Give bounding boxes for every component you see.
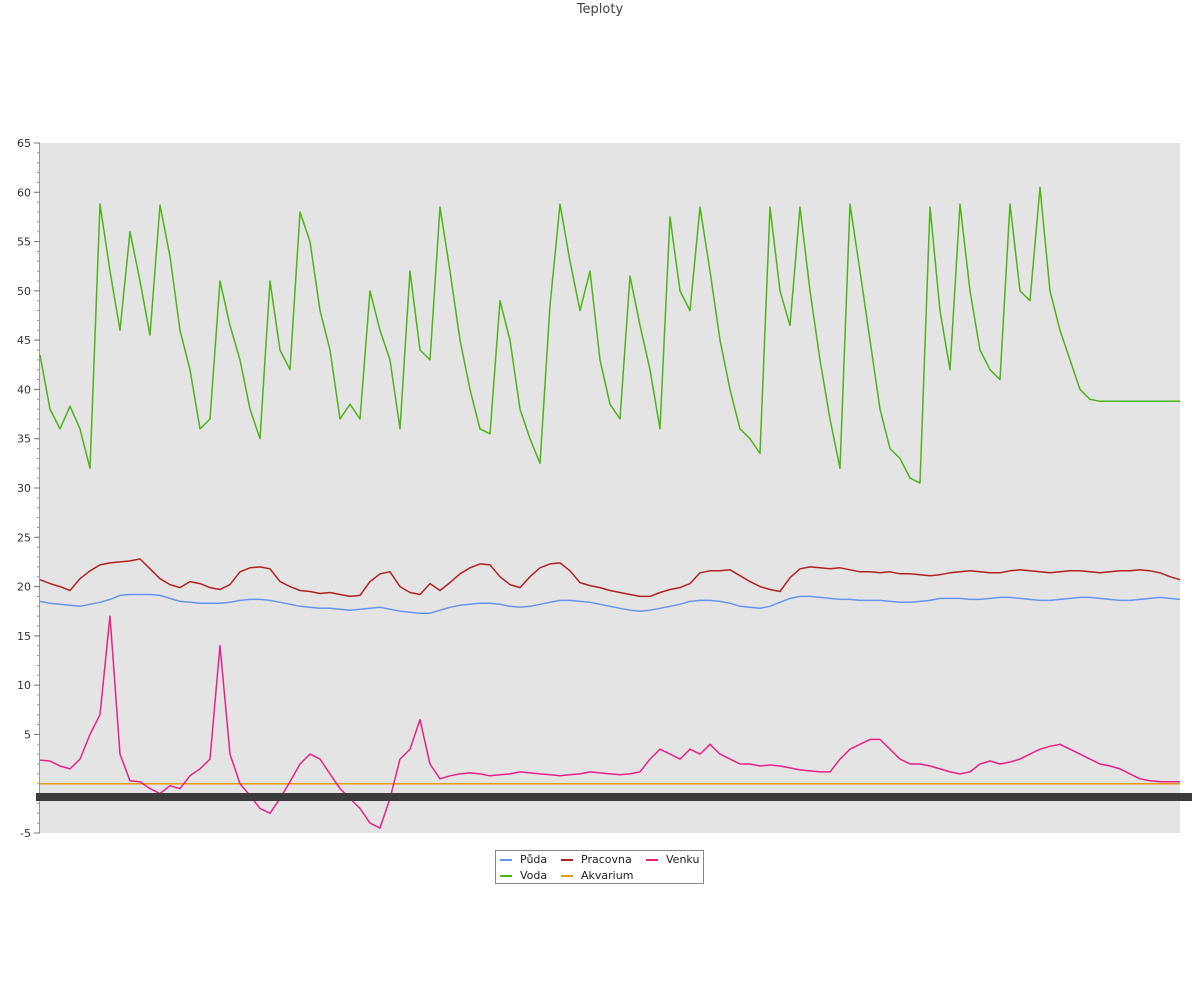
y-tick-label: 20 [17,581,31,594]
y-tick-label: 30 [17,482,31,495]
legend-swatch-akvarium [561,874,573,877]
y-tick-label: 35 [17,433,31,446]
legend-item-puda: Půda [500,853,547,866]
legend-swatch-voda [500,874,512,877]
legend-item-venku: Venku [646,853,699,866]
y-tick-label: 60 [17,186,31,199]
legend-label-pracovna: Pracovna [581,853,632,866]
legend-label-voda: Voda [520,869,548,882]
y-tick-label: 5 [24,728,31,741]
y-tick-label: 55 [17,236,31,249]
legend-item-akvarium: Akvarium [561,869,633,882]
legend-swatch-venku [646,858,658,861]
y-tick-label: 40 [17,383,31,396]
legend-swatch-puda [500,858,512,861]
y-tick-label: 25 [17,531,31,544]
legend-item-pracovna: Pracovna [561,853,632,866]
x-axis-label-band [36,793,1192,801]
plot-area [40,143,1180,833]
legend-label-akvarium: Akvarium [581,869,634,882]
chart-title: Teploty [576,2,624,17]
legend-item-voda: Voda [500,869,547,882]
series-line-puda [39,593,1181,614]
legend-label-puda: Půda [520,853,548,866]
y-tick-label: -5 [20,827,31,840]
y-tick-label: 65 [17,137,31,150]
chart-legend: Půda Voda Pracovna Akvarium Venku [495,850,704,884]
series-line-pracovna [39,558,1181,598]
series-line-venku [39,615,1180,829]
y-tick-label: 15 [17,630,31,643]
legend-label-venku: Venku [666,853,700,866]
series-line-voda [39,186,1180,484]
y-tick-label: 45 [17,334,31,347]
legend-swatch-pracovna [561,858,573,861]
y-tick-label: 10 [17,679,31,692]
y-tick-label: 50 [17,285,31,298]
